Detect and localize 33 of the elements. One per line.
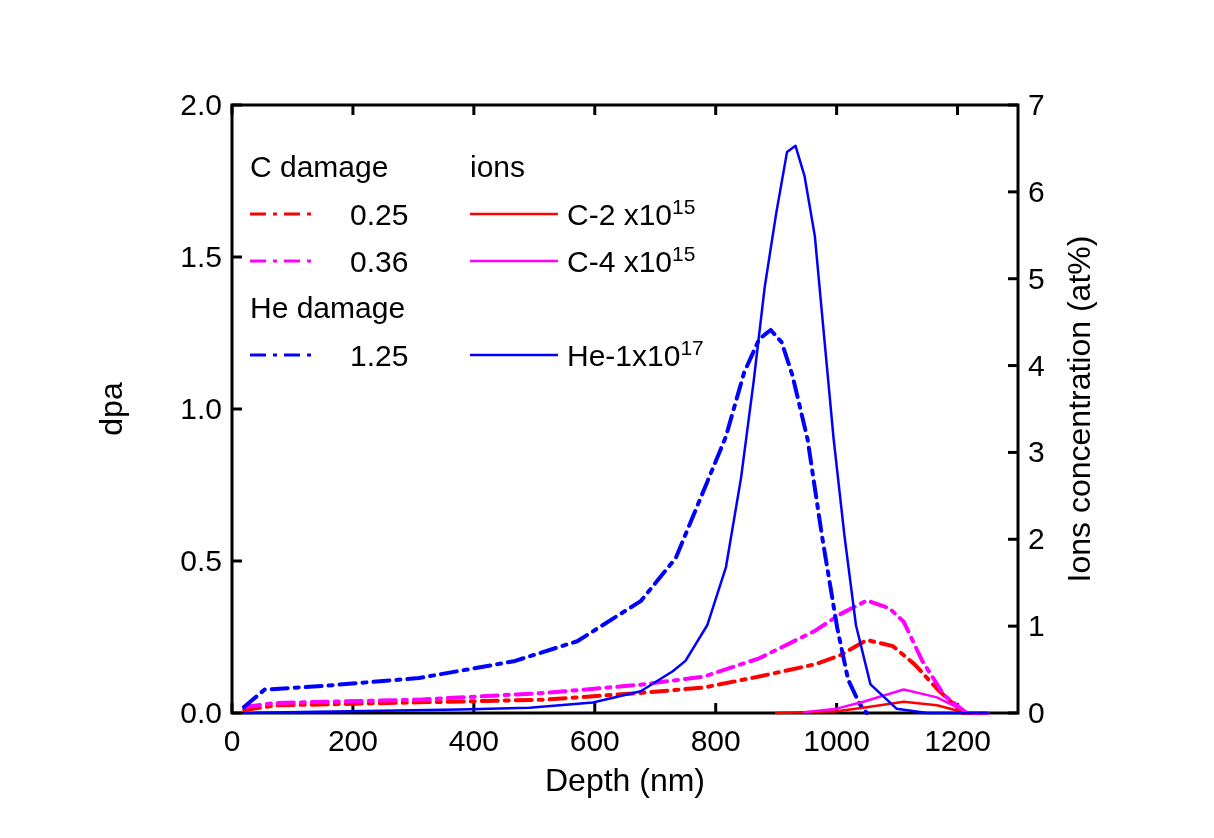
x-tick-label: 200: [327, 724, 378, 757]
x-tick-label: 400: [448, 724, 499, 757]
x-tick-label: 0: [223, 724, 241, 757]
y2-tick-label: 4: [1028, 348, 1045, 382]
y-tick-label: 1.5: [180, 240, 222, 273]
y2-tick-label: 7: [1028, 88, 1045, 121]
y2-tick-label: 5: [1028, 261, 1045, 295]
y-tick-label: 0.0: [180, 696, 222, 729]
y2-tick-label: 0: [1028, 696, 1045, 729]
y2-tick-label: 2: [1028, 522, 1045, 556]
line-series: [242, 144, 990, 715]
legend-label: C-2 x10$^{15}$: [567, 194, 696, 231]
y2-tick-label: 3: [1028, 435, 1045, 469]
x-tick-label: 1200: [924, 724, 991, 757]
x-axis-title: Depth (nm): [544, 762, 706, 798]
y2-tick-label: 1: [1028, 609, 1045, 643]
annotation: ions: [470, 150, 526, 183]
annotation: C damage: [250, 150, 389, 183]
y-axis-title: dpa: [93, 382, 129, 436]
x-tick-label: 1000: [803, 724, 870, 757]
legend-label: C-4 x10$^{15}$: [567, 241, 696, 278]
y2-tick-label: 6: [1028, 174, 1045, 208]
x-tick-label: 600: [569, 724, 620, 757]
annotation: He damage: [250, 291, 406, 324]
x-tick-label: 800: [690, 724, 741, 757]
legend-label: He-1x10$^{17}$: [567, 335, 704, 372]
y-tick-label: 2.0: [180, 88, 222, 121]
legend-label: 0.36: [350, 245, 409, 278]
legend-label: 1.25: [350, 339, 409, 372]
y-tick-label: 0.5: [180, 544, 222, 577]
y-tick-label: 1.0: [180, 392, 222, 425]
legend-label: 0.25: [350, 198, 409, 231]
y2-axis-title: Ions concentration (at%): [1061, 235, 1097, 583]
